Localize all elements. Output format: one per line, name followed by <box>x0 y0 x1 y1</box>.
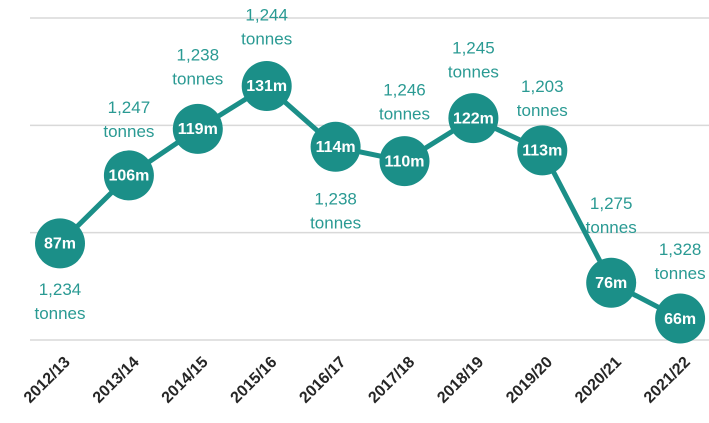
x-tick-label: 2021/22 <box>641 354 694 407</box>
point <box>103 150 154 201</box>
value-label: 122m <box>453 110 494 127</box>
x-tick-label: 2012/13 <box>21 354 74 407</box>
point <box>655 293 706 344</box>
point <box>448 93 499 144</box>
x-tick-label: 2014/15 <box>159 354 212 407</box>
annotation: tonnes <box>655 264 706 283</box>
annotation: 1,238 <box>177 45 220 64</box>
x-tick-label: 2015/16 <box>228 354 281 407</box>
value-label: 114m <box>316 139 356 156</box>
annotation: 1,247 <box>108 98 151 117</box>
value-label: 106m <box>108 168 149 185</box>
annotation: tonnes <box>241 29 292 48</box>
x-tick-label: 2013/14 <box>90 354 143 407</box>
x-tick-label: 2019/20 <box>503 354 556 407</box>
annotation: tonnes <box>34 304 85 323</box>
value-label: 131m <box>246 78 287 95</box>
annotation: tonnes <box>172 69 223 88</box>
annotation: tonnes <box>586 218 637 237</box>
point <box>172 103 223 154</box>
value-label: 110m <box>384 153 424 170</box>
annotation: tonnes <box>448 63 499 82</box>
x-tick-label: 2017/18 <box>365 354 418 407</box>
value-label: 113m <box>522 143 562 160</box>
value-label: 66m <box>664 311 696 328</box>
x-tick-label: 2018/19 <box>434 354 487 407</box>
annotation: tonnes <box>379 105 430 124</box>
value-label: 76m <box>595 275 627 292</box>
annotation: 1,203 <box>521 77 564 96</box>
annotation: tonnes <box>310 213 361 232</box>
annotation: 1,246 <box>383 81 426 100</box>
point <box>310 121 361 172</box>
point <box>241 60 292 111</box>
annotation: tonnes <box>103 122 154 141</box>
x-tick-label: 2020/21 <box>572 354 625 407</box>
annotation: 1,275 <box>590 194 633 213</box>
point <box>35 218 85 269</box>
annotation: 1,244 <box>245 5 288 24</box>
annotation: 1,234 <box>39 280 82 299</box>
point <box>517 125 568 176</box>
annotation: tonnes <box>517 101 568 120</box>
value-label: 87m <box>44 236 76 253</box>
annotation: 1,238 <box>314 189 357 208</box>
annotation: 1,245 <box>452 39 495 58</box>
point <box>586 257 637 308</box>
line <box>58 82 682 321</box>
point <box>379 136 430 187</box>
annotation: 1,328 <box>659 240 702 259</box>
x-tick-label: 2016/17 <box>296 354 349 407</box>
value-label: 119m <box>178 121 218 138</box>
